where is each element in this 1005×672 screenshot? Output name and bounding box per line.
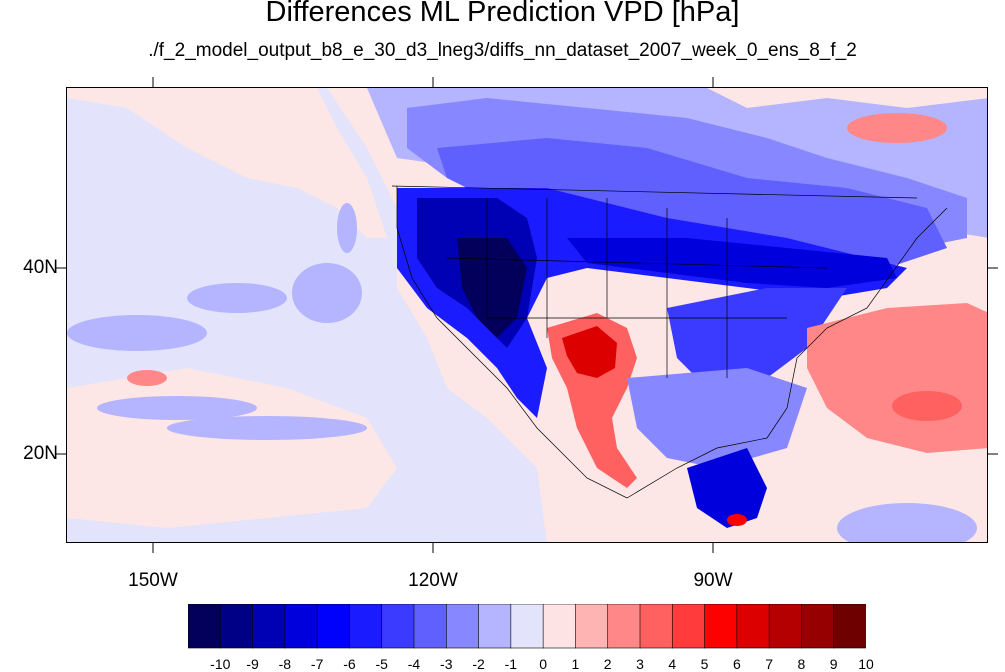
colorbar-tick-label: 5 <box>700 656 709 672</box>
colorbar-tick-label: -4 <box>407 656 421 672</box>
colorbar-tick-label: 9 <box>829 656 838 672</box>
central-america-blue <box>687 448 767 528</box>
colorbar-swatch <box>188 604 222 649</box>
colorbar-swatch <box>413 604 448 649</box>
colorbar-tick-label: -8 <box>278 656 292 672</box>
colorbar-tick-label: 4 <box>668 656 677 672</box>
colorbar-tick-label: -9 <box>246 656 259 672</box>
colorbar-swatch <box>284 604 318 649</box>
colorbar-swatch <box>607 604 641 649</box>
north-blue-region <box>437 138 947 268</box>
colorbar-tick-label: 1 <box>571 656 580 672</box>
colorbar <box>188 604 866 649</box>
colorbar-tick-label: -6 <box>343 656 356 672</box>
colorbar-swatch <box>219 604 254 649</box>
pacific-patch-2 <box>187 283 287 313</box>
colorbar-swatch <box>316 604 351 649</box>
colorbar-swatch <box>671 604 706 649</box>
colorbar-tick-label: -10 <box>210 656 231 672</box>
colorbar-swatch <box>510 604 544 649</box>
pacific-patch-4 <box>337 203 357 253</box>
lat-label-40n: 40N <box>23 257 58 278</box>
political-boundaries <box>391 185 948 499</box>
pacific-patch-6 <box>127 370 167 386</box>
colorbar-tick-label: -1 <box>504 656 518 672</box>
colorbar-swatch <box>801 604 835 649</box>
colorbar-swatch <box>445 604 480 649</box>
colorbar-tick-label: 10 <box>858 656 874 672</box>
texas-warm-core <box>562 326 617 378</box>
atlantic-light-blue <box>837 503 977 542</box>
colorbar-tick-label: 7 <box>765 656 774 672</box>
colorbar-swatch <box>252 604 286 649</box>
colorbar-tick-label: 6 <box>732 656 741 672</box>
north-atlantic-pink <box>847 113 947 143</box>
lon-label-90w: 90W <box>693 570 733 591</box>
colorbar-swatch <box>736 604 770 649</box>
lon-label-120w: 120W <box>408 570 458 591</box>
colorbar-swatch <box>381 604 415 649</box>
northern-us-blue-band <box>567 238 897 288</box>
colorbar-tick-label: 3 <box>636 656 644 672</box>
colorbar-swatch <box>349 604 383 649</box>
colorbar-tick-label: -3 <box>440 656 453 672</box>
colorbar-swatch <box>478 604 512 649</box>
atlantic-warm-core <box>892 391 962 421</box>
colorbar-tick-label: 2 <box>603 656 612 672</box>
colorbar-tick-label: 8 <box>797 656 806 672</box>
colorbar-swatch <box>768 604 803 649</box>
pacific-patch-5 <box>97 396 257 420</box>
map-subtitle: ./f_2_model_output_b8_e_30_d3_lneg3/diff… <box>148 40 857 61</box>
lon-label-150w: 150W <box>128 570 178 591</box>
pacific-patch-7 <box>167 416 367 440</box>
colorbar-swatch <box>639 604 674 649</box>
colorbar-tick-label: -2 <box>472 656 485 672</box>
pacific-patch-1 <box>67 315 207 351</box>
colorbar-swatch <box>575 604 609 649</box>
difference-field-map <box>67 88 987 542</box>
central-america-red <box>727 514 747 526</box>
southeast-us-blue <box>667 288 847 388</box>
lat-label-20n: 20N <box>23 443 58 464</box>
colorbar-swatch <box>833 604 866 649</box>
pacific-patch-3 <box>292 263 362 323</box>
colorbar-swatch <box>542 604 577 649</box>
colorbar-tick-label: 0 <box>539 656 548 672</box>
great-basin-darkest-blue <box>457 238 527 338</box>
gulf-blue <box>627 368 807 468</box>
colorbar-tick-label: -5 <box>375 656 388 672</box>
colorbar-tick-label: -7 <box>310 656 324 672</box>
map-panel <box>66 87 988 543</box>
colorbar-swatch <box>704 604 738 649</box>
map-title: Differences ML Prediction VPD [hPa] <box>265 0 740 28</box>
pacific-pink-band <box>67 88 387 238</box>
